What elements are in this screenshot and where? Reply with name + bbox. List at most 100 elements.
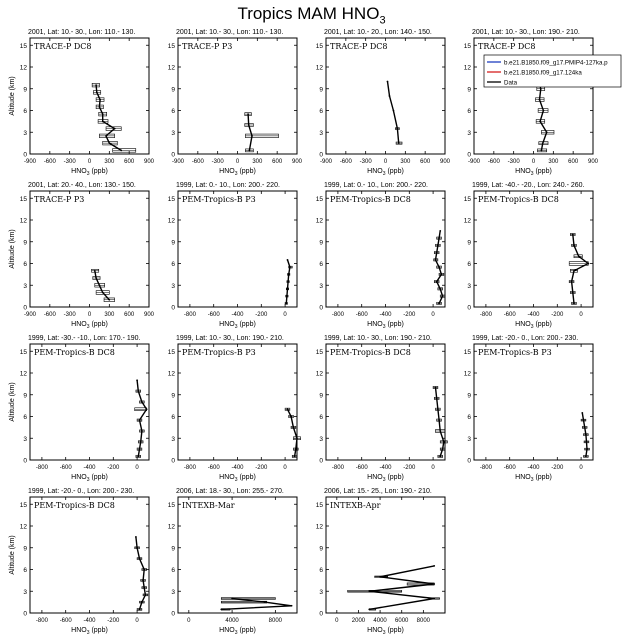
data-point (135, 535, 137, 538)
data-point (542, 109, 545, 112)
data-point (263, 601, 266, 604)
x-tick-label: 0 (187, 618, 191, 624)
data-point (397, 142, 400, 145)
panel-13: 1999, Lat: -20.- 0., Lon: 200.- 230. PEM-… (9, 488, 150, 636)
x-tick-label: 0 (384, 159, 388, 165)
data-point (95, 84, 98, 87)
x-axis-label: HNO3 (ppb) (71, 321, 108, 330)
y-tick-label: 15 (20, 502, 28, 509)
data-point (285, 302, 288, 305)
data-point (293, 455, 296, 458)
data-point (99, 98, 101, 101)
x-tick-label: 600 (420, 159, 431, 165)
x-tick-label: 0 (431, 312, 435, 318)
campaign-label: INTEXB-Mar (182, 501, 235, 510)
panel-header: 1999, Lat: -20.- 0., Lon: 200.- 230. (472, 335, 578, 342)
data-point (388, 95, 391, 97)
data-point (143, 586, 146, 589)
data-point (434, 386, 437, 389)
legend-box (483, 54, 622, 88)
x-tick-label: -800 (332, 465, 345, 471)
y-tick-label: 9 (23, 86, 27, 93)
data-point (539, 87, 542, 90)
y-tick-label: 12 (464, 371, 472, 378)
data-point (585, 440, 588, 443)
campaign-label: TRACE-P DC8 (478, 42, 536, 51)
panel-15: 2006, Lat: 15.- 25., Lon: 190.- 210. INTE… (316, 488, 446, 636)
x-tick-label: 0 (135, 465, 139, 471)
x-tick-label: 600 (568, 159, 579, 165)
y-tick-label: 12 (316, 371, 324, 378)
plot-frame (325, 343, 446, 461)
data-point (435, 397, 438, 400)
panel-header: 1999, Lat: -20.- 0., Lon: 200.- 230. (28, 488, 134, 495)
y-tick-label: 3 (171, 130, 175, 137)
y-tick-label: 0 (319, 152, 323, 159)
x-tick-label: -800 (184, 312, 197, 318)
campaign-label: INTEXB-Apr (330, 501, 381, 510)
x-tick-label: -200 (107, 465, 120, 471)
plot-frame (177, 37, 298, 155)
y-tick-label: 3 (319, 436, 323, 443)
data-point (573, 302, 575, 305)
data-point (251, 134, 253, 137)
campaign-label: TRACE-P P3 (34, 195, 84, 204)
data-point (379, 575, 381, 578)
plot-frame (325, 496, 446, 614)
x-axis-label: HNO3 (ppb) (367, 474, 404, 483)
y-tick-label: 3 (23, 589, 27, 596)
y-tick-label: 0 (171, 611, 175, 618)
x-tick-label: -200 (551, 465, 564, 471)
data-profile-line (221, 597, 292, 611)
y-tick-label: 12 (20, 524, 28, 531)
y-tick-label: 6 (319, 261, 323, 268)
data-point (438, 419, 440, 422)
x-tick-label: -600 (504, 312, 517, 318)
data-point (143, 568, 146, 571)
data-point (571, 291, 574, 294)
x-axis-label: HNO3 (ppb) (367, 627, 404, 636)
data-profile-line (247, 114, 253, 151)
data-point (573, 244, 575, 247)
panel-header: 1999, Lat: 10.- 30., Lon: 190.- 210. (324, 335, 432, 342)
data-profile-line (536, 77, 548, 151)
legend-label: Data (504, 80, 518, 87)
data-point (294, 448, 297, 451)
x-tick-label: -900 (468, 159, 481, 165)
data-point (138, 448, 141, 451)
y-tick-label: 9 (319, 545, 323, 552)
y-tick-label: 15 (316, 349, 324, 356)
data-point (145, 408, 148, 411)
panel-header: 2001, Lat: 10.- 30., Lon: 110.- 130. (176, 29, 283, 36)
data-point (98, 284, 101, 287)
y-tick-label: 15 (168, 196, 176, 203)
y-tick-label: 6 (171, 261, 175, 268)
legend-label: b.e21.B1850.f09_g17.124ka (504, 70, 582, 77)
x-tick-label: -600 (356, 312, 369, 318)
panel-5: 2001, Lat: 20.- 40., Lon: 130.- 150. TRAC… (9, 182, 155, 330)
data-point (441, 448, 444, 451)
x-tick-label: -300 (508, 159, 521, 165)
y-tick-label: 15 (20, 43, 28, 50)
x-tick-label: 900 (144, 159, 155, 165)
y-tick-label: 9 (171, 86, 175, 93)
y-tick-label: 9 (467, 239, 471, 246)
y-tick-label: 12 (168, 65, 176, 72)
campaign-label: TRACE-P DC8 (330, 42, 388, 51)
campaign-label: PEM-Tropics-B P3 (182, 195, 256, 204)
y-tick-label: 12 (20, 65, 28, 72)
data-point (137, 390, 140, 393)
panel-header: 1999, Lat: 0.- 10., Lon: 200.- 220. (176, 182, 280, 189)
data-point (95, 277, 98, 279)
x-tick-label: 8000 (417, 618, 431, 624)
x-tick-label: 600 (272, 159, 283, 165)
x-axis-label: HNO3 (ppb) (515, 474, 552, 483)
y-tick-label: 6 (319, 414, 323, 421)
x-tick-label: -400 (379, 312, 392, 318)
x-tick-label: -400 (83, 618, 96, 624)
data-point (139, 440, 142, 443)
x-tick-label: -600 (208, 312, 221, 318)
data-point (136, 379, 139, 382)
figure-title: Tropics MAM HNO3 (237, 4, 386, 27)
data-point (287, 280, 289, 283)
